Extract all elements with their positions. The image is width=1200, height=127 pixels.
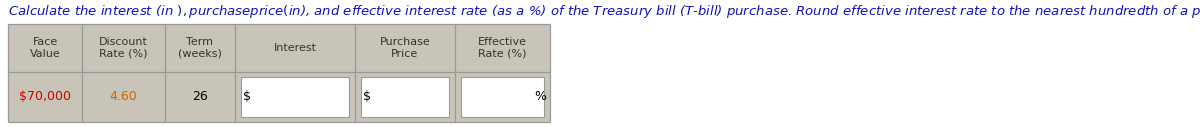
Bar: [461, 77, 544, 117]
Bar: [241, 77, 349, 117]
Text: %: %: [534, 91, 546, 104]
Text: Effective
Rate (%): Effective Rate (%): [478, 37, 527, 59]
Text: $: $: [242, 91, 251, 104]
Text: Face
Value: Face Value: [30, 37, 60, 59]
Bar: [361, 77, 449, 117]
Text: 26: 26: [192, 91, 208, 104]
Bar: [8, 72, 550, 122]
Text: Calculate the interest (in $), purchase price (in $), and effective interest rat: Calculate the interest (in $), purchase …: [8, 3, 1200, 20]
Bar: [8, 24, 550, 72]
Text: 4.60: 4.60: [109, 91, 137, 104]
Text: Term
(weeks): Term (weeks): [178, 37, 222, 59]
Text: Discount
Rate (%): Discount Rate (%): [100, 37, 148, 59]
Text: Interest: Interest: [274, 43, 317, 53]
Text: Purchase
Price: Purchase Price: [379, 37, 431, 59]
Text: $: $: [364, 91, 371, 104]
Text: $70,000: $70,000: [19, 91, 71, 104]
